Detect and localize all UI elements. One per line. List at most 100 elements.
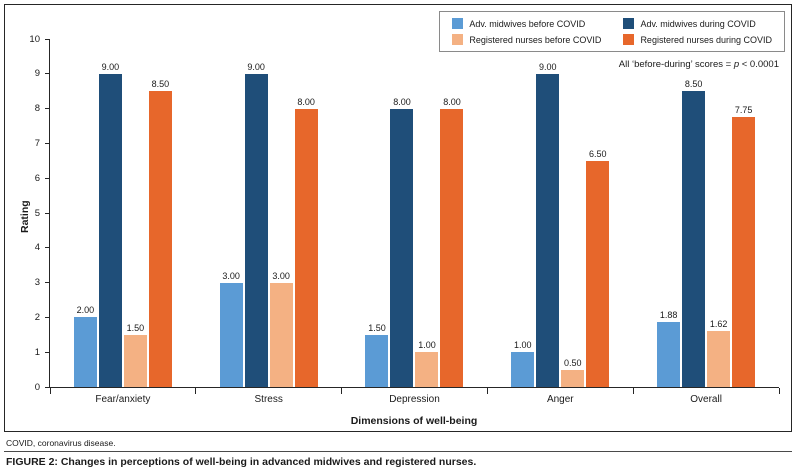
y-tick-mark (45, 351, 50, 353)
bar-group: 2.00 9.00 1.50 8.50 (73, 39, 172, 387)
y-tick-label: 8 (34, 102, 40, 114)
bar (707, 330, 731, 387)
y-tick-mark (45, 386, 50, 388)
bar-wrap: 1.62 (707, 39, 731, 387)
legend-swatch (623, 34, 635, 45)
bar-value-label: 9.00 (101, 61, 120, 72)
bar-wrap: 2.00 (73, 39, 97, 387)
bar-value-label: 2.00 (76, 305, 95, 316)
bar (511, 352, 535, 387)
y-tick-mark (45, 108, 50, 110)
category-label: Anger (546, 394, 574, 405)
category-label: Overall (690, 394, 722, 405)
y-tick-label: 5 (34, 207, 40, 219)
chart-box: Adv. midwives before COVID Adv. midwives … (4, 4, 792, 432)
y-tick-label: 0 (34, 381, 40, 393)
y-tick-label: 3 (34, 276, 40, 288)
plot-area: 0 1 2 3 4 5 6 7 8 9 10 2.00 9.00 1.50 8.50 3.00 9.00 3.0… (29, 34, 780, 405)
bar (219, 282, 243, 387)
bar-wrap: 8.00 (294, 39, 318, 387)
significance-annotation: All ‘before-during’ scores = p < 0.0001 (619, 59, 779, 70)
legend-item: Adv. midwives before COVID (452, 18, 601, 29)
bar (269, 282, 293, 387)
bar (536, 73, 560, 387)
y-axis-title: Rating (19, 200, 31, 233)
bar-wrap: 8.50 (682, 39, 706, 387)
bar-value-label: 1.00 (418, 340, 436, 351)
bar-wrap: 1.88 (657, 39, 681, 387)
bar-wrap: 8.00 (390, 39, 414, 387)
x-axis-title: Dimensions of well-being (350, 415, 478, 427)
y-tick-label: 1 (34, 346, 40, 358)
bar-value-label: 9.00 (247, 61, 265, 72)
bar-wrap: 3.00 (269, 39, 293, 387)
bar-wrap: 9.00 (244, 39, 268, 387)
chart-legend: Adv. midwives before COVID Adv. midwives … (439, 11, 785, 52)
bar-value-label: 8.00 (443, 96, 461, 107)
bar-wrap: 7.75 (732, 39, 756, 387)
bar (123, 334, 147, 387)
bar (294, 108, 318, 387)
y-tick-label: 7 (34, 137, 40, 149)
category-label: Fear/anxiety (95, 394, 151, 405)
bar (415, 352, 439, 387)
legend-item: Registered nurses during COVID (623, 34, 772, 45)
bar-value-label: 8.50 (151, 79, 170, 90)
legend-swatch (623, 18, 635, 29)
x-tick-mark (632, 388, 634, 394)
bar-wrap: 8.50 (148, 39, 172, 387)
x-tick-mark (778, 388, 780, 394)
bar (657, 321, 681, 387)
bar-value-label: 1.50 (126, 322, 145, 333)
bar-group: 1.88 8.50 1.62 7.75 (657, 39, 756, 387)
bar (682, 91, 706, 387)
legend-label: Adv. midwives before COVID (469, 18, 586, 29)
legend-label: Adv. midwives during COVID (640, 18, 756, 29)
y-tick-mark (45, 282, 50, 284)
y-tick-mark (45, 38, 50, 40)
bar (390, 108, 414, 387)
bar-group: 3.00 9.00 3.00 8.00 (219, 39, 318, 387)
plot-bars: 2.00 9.00 1.50 8.50 3.00 9.00 3.00 8.00 1.50 8.00… (50, 39, 779, 387)
y-tick-label: 2 (34, 311, 40, 323)
bar (586, 160, 610, 387)
bar-group: 1.50 8.00 1.00 8.00 (365, 39, 464, 387)
annotation-p: p (733, 59, 740, 70)
bar-wrap: 9.00 (536, 39, 560, 387)
bar (73, 317, 97, 387)
bar-wrap: 8.00 (440, 39, 464, 387)
legend-item: Registered nurses before COVID (452, 34, 601, 45)
caption-divider (4, 451, 792, 452)
bar (148, 91, 172, 387)
bar-value-label: 8.00 (297, 96, 315, 107)
x-tick-mark (486, 388, 488, 394)
y-tick-mark (45, 316, 50, 318)
y-tick-mark (45, 212, 50, 214)
bar-wrap: 3.00 (219, 39, 243, 387)
annotation-prefix: All ‘before-during’ scores = (618, 59, 734, 70)
bar-value-label: 1.88 (659, 309, 678, 320)
bar-value-label: 1.50 (368, 322, 386, 333)
y-tick-label: 4 (34, 242, 40, 254)
bar (561, 369, 585, 387)
bar-value-label: 3.00 (272, 270, 290, 281)
abbreviation-footnote: COVID, coronavirus disease. (6, 438, 116, 448)
bar-value-label: 6.50 (589, 148, 607, 159)
x-tick-mark (195, 388, 197, 394)
bar-value-label: 7.75 (734, 105, 753, 116)
bar-value-label: 1.62 (709, 318, 728, 329)
bar-value-label: 8.00 (393, 96, 411, 107)
legend-item: Adv. midwives during COVID (623, 18, 772, 29)
figure-caption-tag: FIGURE 2: (6, 456, 58, 468)
y-tick-mark (45, 247, 50, 249)
category-label: Stress (254, 394, 283, 405)
y-tick-label: 6 (34, 172, 40, 184)
legend-swatch (452, 34, 464, 45)
bar-wrap: 0.50 (561, 39, 585, 387)
y-tick-label: 9 (34, 68, 40, 80)
bar-value-label: 1.00 (514, 340, 532, 351)
category-label: Depression (389, 394, 440, 405)
category-axis: Fear/anxiety Stress Depression Anger Overall (50, 394, 779, 405)
bar-value-label: 9.00 (539, 61, 557, 72)
